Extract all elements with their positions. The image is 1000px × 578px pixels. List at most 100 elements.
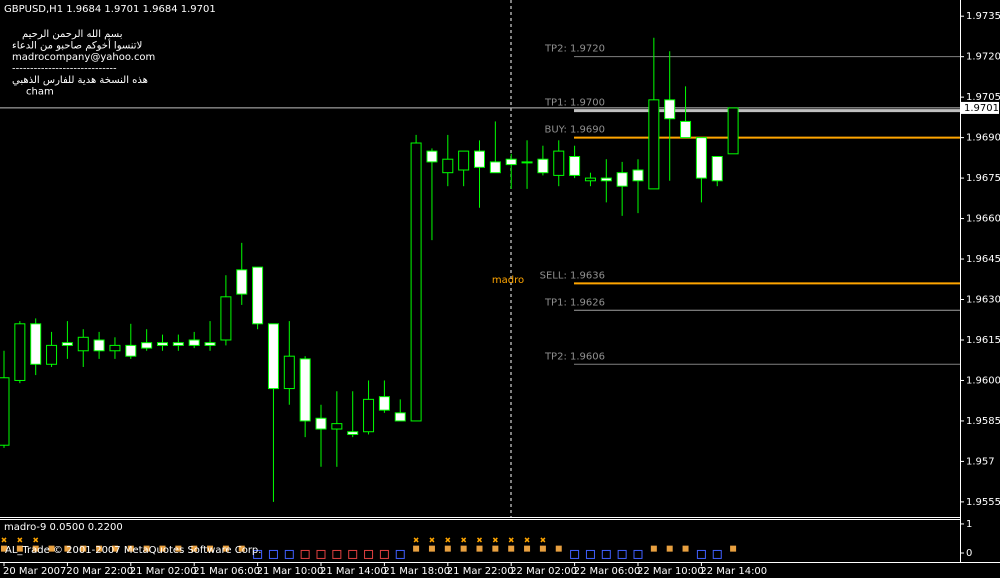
- signal-box: [300, 549, 310, 559]
- signal-square: [207, 545, 214, 552]
- signal-square: [524, 545, 531, 552]
- x-tick-label: 22 Mar 06:00: [574, 566, 641, 577]
- level-label: TP1: 1.9626: [544, 297, 605, 308]
- indicator-tick-label: 0: [966, 548, 972, 559]
- x-tick-label: 21 Mar 18:00: [383, 566, 450, 577]
- candle-body: [426, 150, 438, 163]
- signal-x: [1, 537, 7, 543]
- y-tick-label: 1.957: [966, 456, 995, 467]
- signal-square: [492, 545, 499, 552]
- signal-box: [253, 549, 263, 559]
- signal-box: [284, 549, 294, 559]
- signal-box: [696, 549, 706, 559]
- candle-body: [347, 431, 359, 435]
- signal-square: [508, 545, 515, 552]
- candle-body: [727, 107, 739, 155]
- price-tag-label: 1.9701: [964, 103, 999, 114]
- candle-body: [505, 158, 517, 166]
- candle-body: [125, 344, 137, 357]
- candle-body: [378, 396, 390, 411]
- signal-square: [48, 545, 55, 552]
- candle-body: [204, 342, 216, 346]
- signal-box: [617, 549, 627, 559]
- candle-body: [93, 339, 105, 352]
- candle-body: [711, 156, 723, 182]
- y-tick-label: 1.9645: [966, 254, 1000, 265]
- signal-square: [175, 545, 182, 552]
- comment-line: هذه النسخة هدية للفارس الذهبي: [12, 75, 148, 86]
- signal-x: [540, 537, 546, 543]
- candle-body: [157, 342, 168, 346]
- signal-square: [64, 545, 71, 552]
- x-tick-label: 21 Mar 14:00: [320, 566, 387, 577]
- y-tick-label: 1.9690: [966, 133, 1000, 144]
- signal-x: [492, 537, 498, 543]
- comment-line: -----------------------------: [12, 64, 117, 75]
- signal-box: [348, 549, 358, 559]
- candle-body: [695, 137, 707, 179]
- signal-square: [428, 545, 435, 552]
- signal-box: [601, 549, 611, 559]
- annotation: madro: [492, 275, 524, 286]
- signal-square: [413, 545, 420, 552]
- y-tick-label: 1.9735: [966, 11, 1000, 22]
- candle-body: [521, 161, 533, 164]
- candle-body: [632, 169, 644, 182]
- price-tag: [961, 101, 999, 114]
- signal-square: [682, 545, 689, 552]
- x-tick-label: 21 Mar 10:00: [257, 566, 324, 577]
- level-label: SELL: 1.9636: [540, 270, 605, 281]
- signal-box: [268, 549, 278, 559]
- x-tick-label: 21 Mar 02:00: [130, 566, 197, 577]
- signal-x: [17, 537, 23, 543]
- candle-body: [236, 269, 248, 295]
- level-label: TP2: 1.9606: [544, 351, 605, 362]
- candle-body: [442, 158, 454, 174]
- candle-body: [553, 150, 565, 176]
- candle-body: [283, 355, 295, 390]
- y-tick-label: 1.9630: [966, 295, 1000, 306]
- y-tick-label: 1.9660: [966, 214, 1000, 225]
- candle-body: [188, 339, 200, 346]
- signal-square: [80, 545, 87, 552]
- signal-box: [712, 549, 722, 559]
- signal-square: [111, 545, 118, 552]
- y-tick-label: 1.9600: [966, 375, 1000, 386]
- candle-body: [109, 344, 121, 352]
- signal-square: [16, 545, 23, 552]
- signal-box: [633, 549, 643, 559]
- signal-square: [539, 545, 546, 552]
- candle-body: [299, 358, 311, 422]
- signal-x: [524, 537, 530, 543]
- signal-box: [364, 549, 374, 559]
- candle-body: [46, 344, 58, 365]
- signal-square: [32, 545, 39, 552]
- signal-box: [316, 549, 326, 559]
- signal-box: [585, 549, 595, 559]
- candle-body: [30, 323, 42, 365]
- indicator-tick-label: 1: [966, 519, 972, 530]
- y-tick-label: 1.9555: [966, 497, 1000, 508]
- signal-x: [461, 537, 467, 543]
- candle-body: [363, 398, 375, 433]
- signal-square: [127, 545, 134, 552]
- level-label: TP2: 1.9720: [544, 44, 605, 55]
- candle-body: [410, 142, 422, 422]
- y-tick-label: 1.9675: [966, 173, 1000, 184]
- signal-square: [1, 545, 7, 552]
- signal-x: [476, 537, 483, 543]
- candle-body: [0, 377, 10, 446]
- signal-x: [33, 537, 39, 543]
- candle-body: [458, 150, 470, 171]
- candle-body: [664, 99, 676, 120]
- level-label: TP1: 1.9700: [544, 98, 605, 109]
- signal-box: [379, 549, 389, 559]
- candle-body: [315, 417, 327, 430]
- candle-body: [569, 156, 581, 176]
- candle-body: [14, 323, 26, 381]
- candle-body: [616, 172, 628, 187]
- comment-line: madrocompany@yahoo.com: [12, 52, 155, 63]
- x-tick-label: 21 Mar 22:00: [447, 566, 514, 577]
- signal-square: [96, 545, 103, 552]
